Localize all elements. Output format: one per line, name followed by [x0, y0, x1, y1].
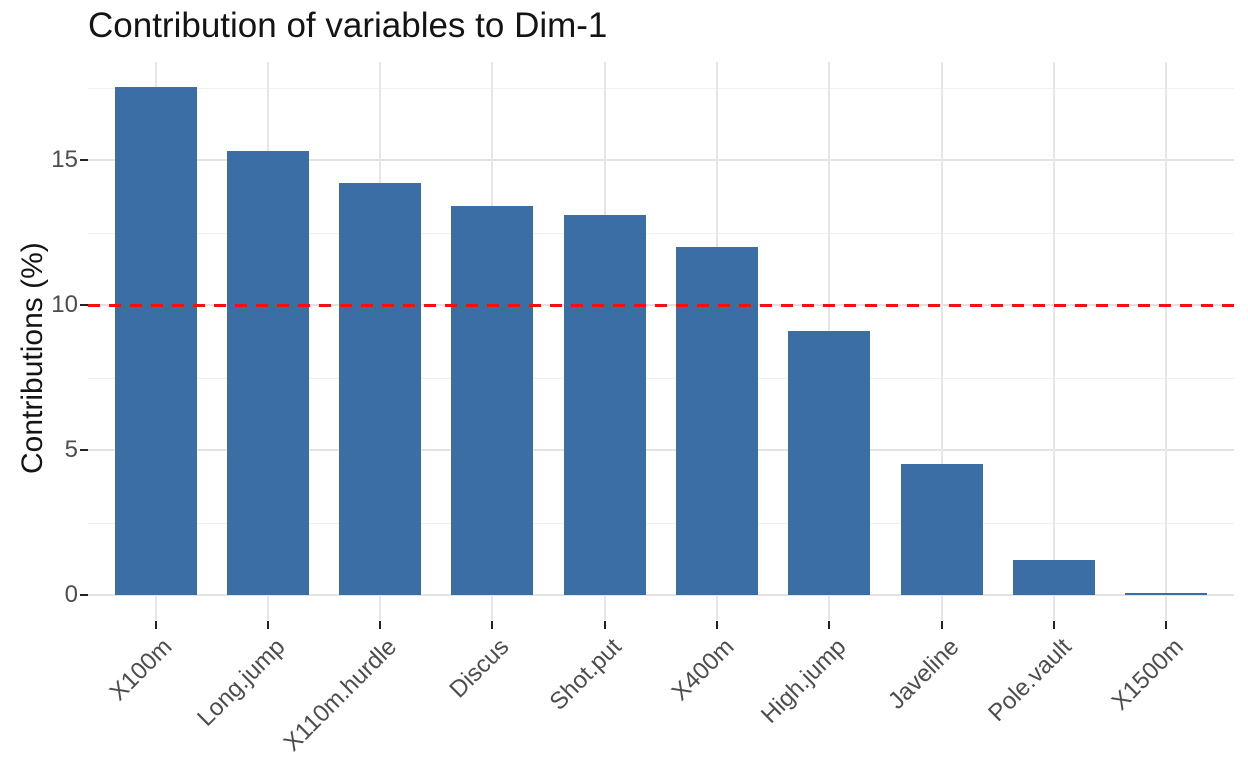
x-axis-tick	[828, 621, 831, 629]
bar-shot-put	[563, 215, 646, 595]
x-axis-tick	[603, 621, 606, 629]
y-axis-tick	[80, 304, 88, 306]
x-axis-tick	[716, 621, 718, 629]
y-tick-label: 15	[51, 146, 78, 173]
gridline-minor	[88, 377, 1234, 379]
x-axis-tick	[379, 621, 382, 629]
gridline-vertical	[940, 62, 943, 620]
gridline-vertical	[1052, 62, 1055, 620]
reference-line	[88, 304, 1234, 307]
bar-x100m	[114, 87, 197, 595]
gridline-vertical	[1165, 62, 1168, 620]
y-axis-title: Contributions (%)	[16, 242, 49, 474]
gridline-major	[88, 449, 1234, 451]
x-tick-label: X1500m	[1106, 633, 1189, 716]
bar-pole-vault	[1012, 560, 1095, 595]
x-tick-label: High.jump	[756, 633, 852, 729]
bar-javeline	[900, 464, 983, 595]
y-tick-label: 10	[51, 291, 78, 318]
x-axis-tick	[1165, 621, 1168, 629]
x-axis-tick	[491, 621, 494, 629]
bar-x110m-hurdle	[339, 183, 422, 595]
x-axis-tick	[940, 621, 943, 629]
gridline-major	[88, 594, 1234, 596]
x-tick-label: X400m	[666, 633, 740, 707]
gridline-minor	[88, 87, 1234, 89]
bar-discus	[451, 206, 534, 595]
gridline-minor	[88, 522, 1234, 524]
y-axis-tick	[80, 449, 88, 451]
y-axis-tick	[80, 594, 88, 596]
x-axis-tick	[266, 621, 269, 629]
y-tick-label: 0	[64, 581, 78, 608]
y-axis-tick	[80, 159, 88, 161]
y-tick-label: 5	[64, 436, 78, 463]
gridline-minor	[88, 232, 1234, 234]
x-tick-label: Javeline	[882, 633, 964, 715]
bar-long-jump	[226, 151, 309, 595]
x-tick-label: Shot.put	[544, 633, 628, 716]
x-tick-label: X100m	[105, 633, 178, 707]
x-axis-tick	[1052, 621, 1055, 629]
chart-title: Contribution of variables to Dim-1	[88, 6, 608, 45]
x-tick-label: Discus	[444, 633, 515, 704]
bar-x400m	[676, 247, 758, 595]
bar-high-jump	[788, 331, 871, 595]
x-axis-tick	[154, 621, 157, 629]
plot-panel	[88, 62, 1234, 620]
bar-x1500m	[1125, 593, 1208, 595]
x-tick-label: Pole.vault	[982, 633, 1077, 727]
x-tick-label: X110m.hurdle	[278, 633, 403, 757]
gridline-major	[88, 159, 1234, 161]
x-tick-label: Long.jump	[191, 633, 291, 732]
